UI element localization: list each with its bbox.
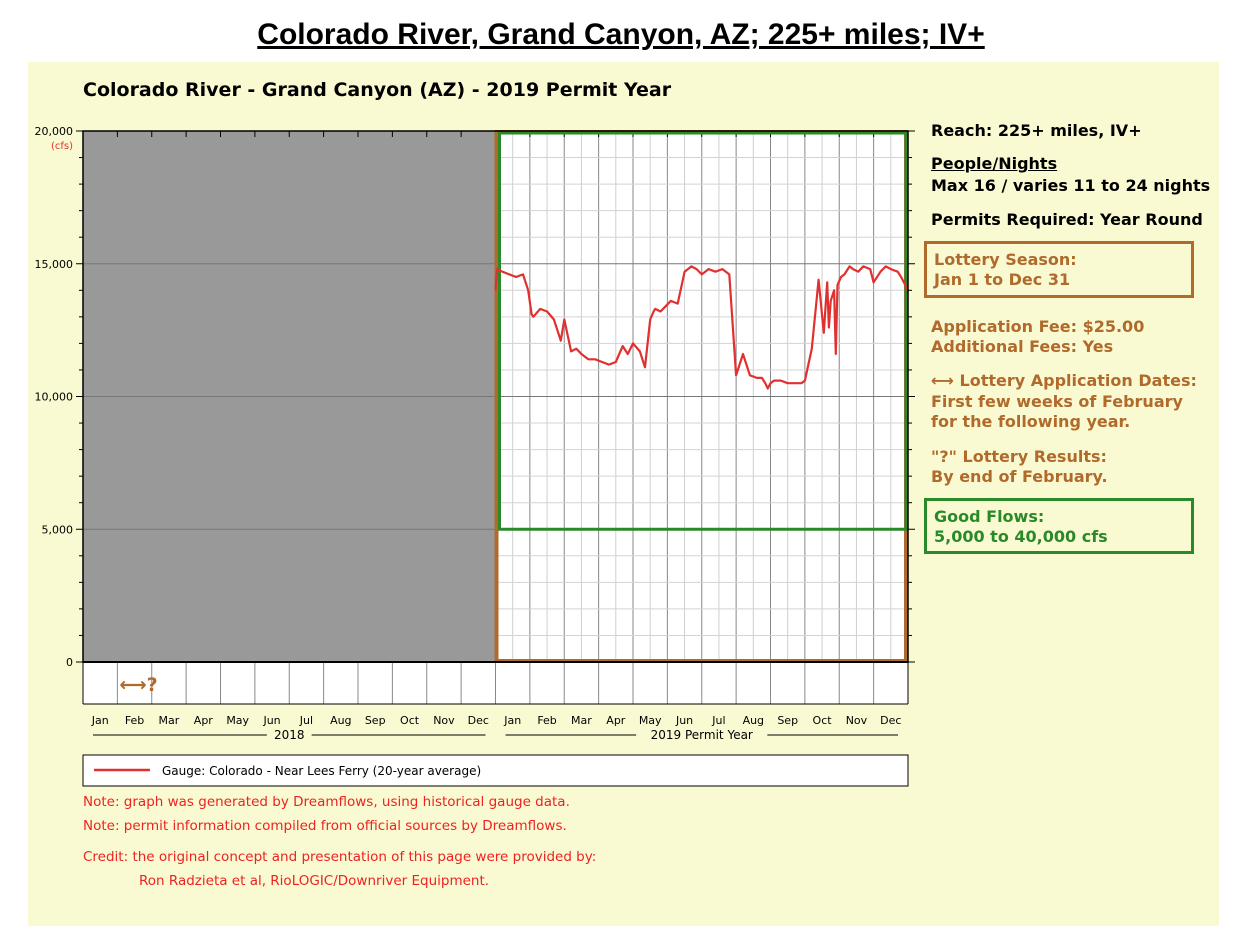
- month-label: Jun: [262, 714, 280, 727]
- month-label: Mar: [571, 714, 592, 727]
- month-label: Aug: [743, 714, 764, 727]
- grid-lines: [82, 130, 909, 704]
- series-layer: [494, 265, 909, 390]
- year-label: 2018: [274, 728, 305, 742]
- month-label: May: [639, 714, 662, 727]
- month-label: Jul: [711, 714, 725, 727]
- page-title: Colorado River, Grand Canyon, AZ; 225+ m…: [257, 18, 985, 51]
- month-label: Aug: [330, 714, 351, 727]
- month-label: Oct: [400, 714, 420, 727]
- month-label: Jun: [675, 714, 693, 727]
- lottery-results-value: By end of February.: [931, 467, 1108, 486]
- legend-label: Gauge: Colorado - Near Lees Ferry (20-ye…: [162, 764, 481, 778]
- chart-title: Colorado River - Grand Canyon (AZ) - 201…: [83, 79, 672, 101]
- good-flows-label: Good Flows:: [934, 507, 1045, 526]
- month-label: Sep: [777, 714, 798, 727]
- legend-box: [82, 754, 909, 787]
- lottery-season-label: Lottery Season:: [934, 250, 1077, 269]
- lottery-season-box: Lottery Season: Jan 1 to Dec 31: [924, 241, 1194, 298]
- y-tick-label: 5,000: [42, 523, 74, 536]
- lottery-dates-line1: First few weeks of February: [931, 392, 1183, 411]
- credit-line: Credit: the original concept and present…: [83, 849, 597, 865]
- legend: Gauge: Colorado - Near Lees Ferry (20-ye…: [82, 754, 909, 787]
- month-label: Jul: [299, 714, 313, 727]
- month-label: Jan: [503, 714, 521, 727]
- note-permit-info: Note: permit information compiled from o…: [83, 818, 567, 834]
- year-label: 2019 Permit Year: [651, 728, 753, 742]
- month-label: Mar: [159, 714, 180, 727]
- y-tick-label: 20,000: [35, 125, 74, 138]
- month-label: Nov: [433, 714, 455, 727]
- month-label: Feb: [125, 714, 144, 727]
- y-tick-label: 15,000: [35, 258, 74, 271]
- good-flows-box: Good Flows: 5,000 to 40,000 cfs: [924, 498, 1194, 554]
- month-label: Nov: [846, 714, 868, 727]
- reach-text: Reach: 225+ miles, IV+: [931, 121, 1142, 140]
- people-heading: People/Nights: [931, 154, 1058, 173]
- month-label: Feb: [537, 714, 556, 727]
- lottery-dates-label: ⟷ Lottery Application Dates:: [931, 371, 1197, 390]
- good-flows-value: 5,000 to 40,000 cfs: [934, 527, 1108, 546]
- y-tick-label: 0: [66, 656, 73, 669]
- lottery-marker: ⟷?: [119, 674, 157, 696]
- additional-fees: Additional Fees: Yes: [931, 337, 1114, 356]
- month-label: Sep: [365, 714, 386, 727]
- axis-layer: ⟷?: [82, 130, 909, 705]
- series-line: [494, 265, 909, 390]
- month-label: Apr: [606, 714, 626, 727]
- permits-text: Permits Required: Year Round: [931, 210, 1203, 229]
- lottery-results-label: "?" Lottery Results:: [931, 447, 1107, 466]
- credit-authors: Ron Radzieta et al, RioLOGIC/Downriver E…: [139, 873, 490, 889]
- month-labels: Jan Feb Mar Apr May Jun Jul Aug Sep Oct Nov Dec Jan F…: [91, 714, 902, 727]
- good-flows-box-outline: [498, 131, 908, 531]
- note-dreamflows-graph: Note: graph was generated by Dreamflows,…: [83, 794, 570, 810]
- month-label: Dec: [880, 714, 901, 727]
- month-label: Jan: [91, 714, 109, 727]
- application-fee: Application Fee: $25.00: [931, 317, 1145, 336]
- month-label: May: [226, 714, 249, 727]
- month-label: Dec: [468, 714, 489, 727]
- month-label: Oct: [813, 714, 833, 727]
- y-axis-unit-label: (cfs): [51, 141, 73, 152]
- month-label: Apr: [194, 714, 214, 727]
- y-tick-labels: 0 5,000 10,000 15,000 20,000 (cfs): [35, 125, 74, 669]
- people-value: Max 16 / varies 11 to 24 nights: [931, 176, 1211, 195]
- y-tick-label: 10,000: [35, 391, 74, 404]
- year-labels: 2018 2019 Permit Year: [93, 728, 898, 742]
- lottery-dates-line2: for the following year.: [931, 412, 1131, 431]
- lottery-season-value: Jan 1 to Dec 31: [934, 270, 1071, 289]
